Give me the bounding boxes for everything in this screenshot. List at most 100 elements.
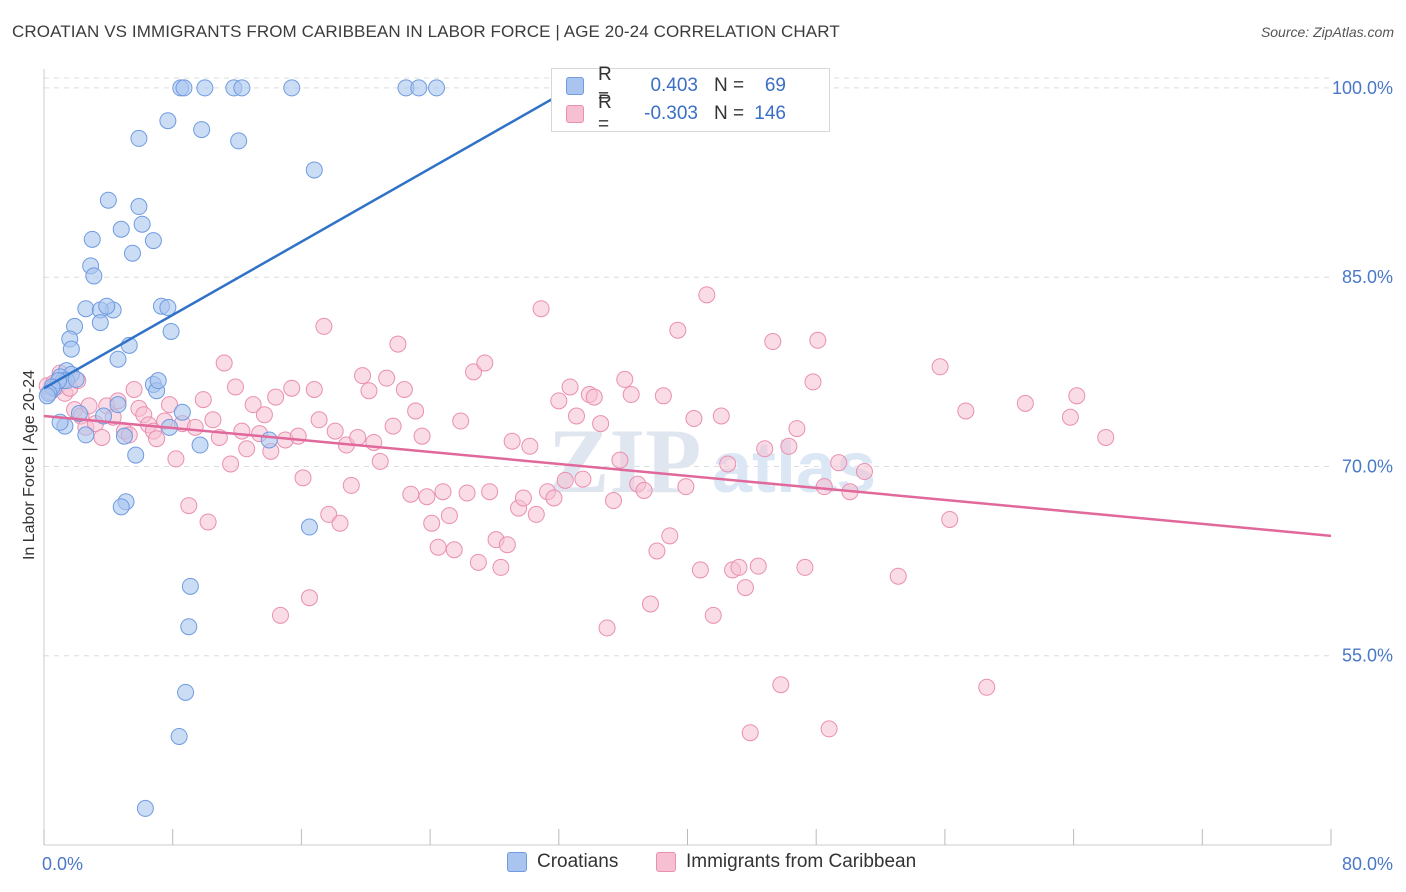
caribbean-point bbox=[712, 407, 730, 425]
caribbean-point bbox=[503, 432, 521, 450]
y-tick-label: 85.0% bbox=[1342, 267, 1393, 287]
caribbean-point bbox=[233, 422, 251, 440]
caribbean-point bbox=[429, 538, 447, 556]
caribbean-point bbox=[1097, 428, 1115, 446]
caribbean-point bbox=[384, 417, 402, 435]
caribbean-point bbox=[320, 505, 338, 523]
croatians-point bbox=[305, 161, 323, 179]
caribbean-point bbox=[796, 558, 814, 576]
legend-swatch-pink bbox=[566, 105, 584, 123]
source-label: Source: ZipAtlas.com bbox=[1260, 24, 1394, 40]
caribbean-point bbox=[315, 317, 333, 335]
caribbean-point bbox=[730, 558, 748, 576]
caribbean-point bbox=[342, 476, 360, 494]
bottom-legend-label: Immigrants from Caribbean bbox=[686, 851, 917, 872]
caribbean-point bbox=[567, 407, 585, 425]
tick-labels: 100.0% 85.0% 70.0% 55.0% 0.0% 80.0% bbox=[42, 78, 1393, 874]
caribbean-point bbox=[267, 388, 285, 406]
caribbean-point bbox=[469, 553, 487, 571]
caribbean-point bbox=[289, 427, 307, 445]
croatians-point bbox=[99, 191, 117, 209]
legend-n-value: 69 bbox=[764, 75, 786, 96]
caribbean-point bbox=[1068, 387, 1086, 405]
croatians-trendline bbox=[43, 86, 573, 390]
caribbean-point bbox=[271, 606, 289, 624]
caribbean-point bbox=[418, 488, 436, 506]
legend-swatch-pink bbox=[656, 852, 676, 872]
caribbean-point bbox=[931, 358, 949, 376]
legend-r-label: R = bbox=[598, 92, 612, 135]
caribbean-point bbox=[402, 485, 420, 503]
bottom-legend-croatians[interactable]: Croatians bbox=[507, 851, 618, 873]
caribbean-point bbox=[465, 363, 483, 381]
caribbean-point bbox=[199, 513, 217, 531]
croatians-point bbox=[428, 79, 446, 97]
y-tick-label: 100.0% bbox=[1332, 78, 1393, 98]
caribbean-point bbox=[669, 321, 687, 339]
caribbean-point bbox=[481, 483, 499, 501]
croatians-point bbox=[112, 220, 130, 238]
caribbean-point bbox=[521, 437, 539, 455]
caribbean-point bbox=[719, 455, 737, 473]
caribbean-point bbox=[440, 507, 458, 525]
croatians-point bbox=[191, 436, 209, 454]
croatians-point bbox=[170, 727, 188, 745]
caribbean-point bbox=[1061, 408, 1079, 426]
croatians-point bbox=[77, 426, 95, 444]
croatians-point bbox=[177, 683, 195, 701]
bottom-legend: Croatians Immigrants from Caribbean bbox=[0, 851, 1406, 877]
caribbean-point bbox=[654, 387, 672, 405]
y-axis-label: In Labor Force | Age 20-24 bbox=[21, 370, 38, 560]
croatians-point bbox=[283, 79, 301, 97]
caribbean-point bbox=[125, 380, 143, 398]
caribbean-point bbox=[527, 505, 545, 523]
caribbean-point bbox=[598, 619, 616, 637]
caribbean-point bbox=[514, 489, 532, 507]
caribbean-point bbox=[574, 470, 592, 488]
caribbean-point bbox=[855, 463, 873, 481]
caribbean-point bbox=[772, 676, 790, 694]
bottom-legend-caribbean[interactable]: Immigrants from Caribbean bbox=[656, 851, 916, 873]
caribbean-point bbox=[641, 595, 659, 613]
legend-r-value: -0.303 bbox=[644, 103, 698, 124]
caribbean-point bbox=[635, 481, 653, 499]
croatians-point bbox=[62, 340, 80, 358]
croatians-point bbox=[196, 79, 214, 97]
caribbean-point bbox=[691, 561, 709, 579]
caribbean-point bbox=[180, 497, 198, 515]
caribbean-point bbox=[941, 510, 959, 528]
caribbean-point bbox=[592, 415, 610, 433]
caribbean-point bbox=[661, 527, 679, 545]
caribbean-point bbox=[434, 483, 452, 501]
caribbean-point bbox=[378, 369, 396, 387]
croatians-point bbox=[162, 322, 180, 340]
bottom-legend-label: Croatians bbox=[537, 851, 619, 872]
caribbean-trendline bbox=[43, 414, 1332, 538]
croatians-point bbox=[144, 232, 162, 250]
caribbean-point bbox=[389, 335, 407, 353]
caribbean-point bbox=[648, 542, 666, 560]
caribbean-point bbox=[423, 514, 441, 532]
croatians-point bbox=[173, 403, 191, 421]
caribbean-point bbox=[611, 451, 629, 469]
trendlines bbox=[43, 86, 1332, 538]
caribbean-point bbox=[820, 720, 838, 738]
axes bbox=[43, 69, 1332, 846]
croatians-point bbox=[83, 230, 101, 248]
caribbean-point bbox=[957, 402, 975, 420]
caribbean-point bbox=[407, 402, 425, 420]
caribbean-point bbox=[160, 396, 178, 414]
caribbean-point bbox=[804, 373, 822, 391]
croatians-point bbox=[127, 446, 145, 464]
croatians-point bbox=[175, 79, 193, 97]
caribbean-point bbox=[561, 378, 579, 396]
caribbean-point bbox=[255, 406, 273, 424]
legend-n-label: N = bbox=[714, 103, 745, 124]
y-tick-label: 55.0% bbox=[1342, 646, 1393, 666]
croatians-point bbox=[70, 404, 88, 422]
croatians-point bbox=[91, 314, 109, 332]
caribbean-point bbox=[331, 514, 349, 532]
caribbean-point bbox=[741, 724, 759, 742]
croatians-point bbox=[67, 370, 85, 388]
croatians-point bbox=[123, 244, 141, 262]
